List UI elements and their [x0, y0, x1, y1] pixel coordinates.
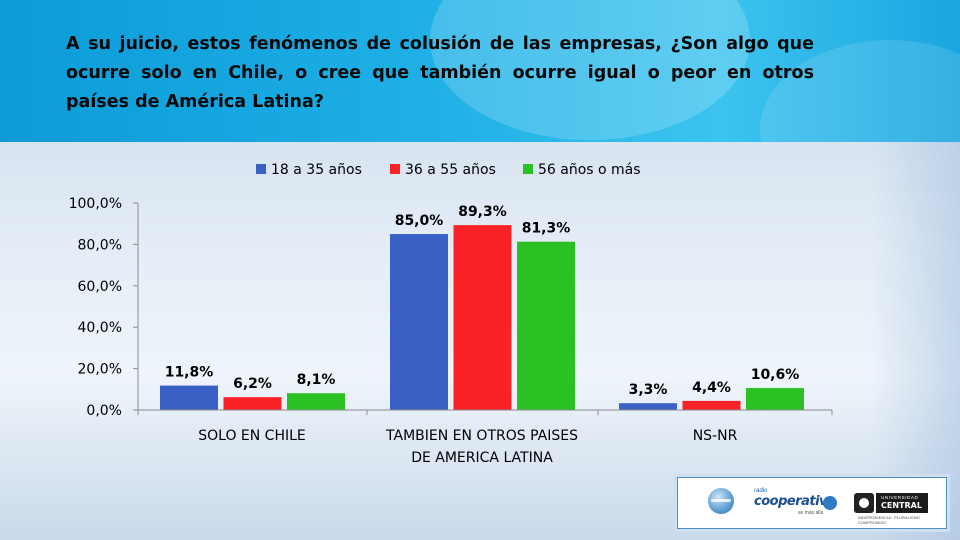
- question-header: A su juicio, estos fenómenos de colusión…: [0, 0, 960, 142]
- x-category-label: TAMBIEN EN OTROS PAISES: [385, 428, 578, 444]
- x-category-label: NS-NR: [693, 428, 738, 444]
- y-tick-label: 80,0%: [78, 237, 122, 253]
- legend-swatch: [390, 164, 400, 174]
- legend-label: 56 años o más: [538, 162, 641, 178]
- background-shade: [870, 142, 960, 540]
- legend-swatch: [256, 164, 266, 174]
- radio-logo-small-text: radio: [754, 488, 768, 494]
- bar: [619, 403, 677, 410]
- data-label: 81,3%: [522, 221, 571, 237]
- bars: 11,8% 6,2% 8,1% 85,0% 89,3% 81,3% 3,3% 4,4% 10,6…: [160, 204, 804, 410]
- bar: [746, 388, 804, 410]
- legend-swatch: [523, 164, 533, 174]
- data-label: 6,2%: [233, 376, 272, 392]
- data-label: 10,6%: [751, 367, 800, 383]
- data-label: 85,0%: [395, 213, 444, 229]
- x-category-label: DE AMERICA LATINA: [411, 450, 553, 466]
- swirl-logo-icon: [823, 496, 837, 510]
- legend-label: 18 a 35 años: [271, 162, 362, 178]
- data-label: 4,4%: [692, 380, 731, 396]
- university-seal-icon: [854, 493, 874, 513]
- radio-logo-subtitle: se más allá: [798, 510, 824, 516]
- university-central-logo: CENTRAL: [881, 501, 922, 510]
- bar: [390, 234, 448, 410]
- y-tick-label: 60,0%: [78, 279, 122, 295]
- question-text: A su juicio, estos fenómenos de colusión…: [66, 34, 814, 112]
- bar: [453, 225, 512, 410]
- y-tick-label: 100,0%: [69, 196, 122, 212]
- data-label: 8,1%: [297, 372, 336, 388]
- x-axis: SOLO EN CHILE TAMBIEN EN OTROS PAISES DE A…: [137, 409, 833, 466]
- radio-cooperativa-logo: cooperativa: [754, 494, 836, 509]
- legend-label: 36 a 55 años: [405, 162, 496, 178]
- data-label: 11,8%: [165, 365, 214, 381]
- bar: [517, 241, 575, 410]
- sponsor-logos: radio cooperativa se más allá UNIVERSIDA…: [677, 477, 947, 529]
- bar-chart: 18 a 35 años 36 a 55 años 56 años o más 0,…: [69, 162, 833, 466]
- y-tick-label: 20,0%: [78, 362, 122, 378]
- y-axis: 0,0% 20,0% 40,0% 60,0% 80,0% 100,0%: [69, 196, 139, 419]
- chart-legend: 18 a 35 años 36 a 55 años 56 años o más: [256, 162, 641, 178]
- x-category-label: SOLO EN CHILE: [198, 428, 306, 444]
- university-logo-subtitle: INDEPENDENCIA · PLURALISMO · COMPROMISO: [858, 515, 923, 525]
- university-logo-top: UNIVERSIDAD: [881, 495, 919, 500]
- data-label: 3,3%: [629, 382, 668, 398]
- bar: [160, 385, 218, 410]
- university-logo-block: [876, 493, 928, 513]
- bar: [287, 393, 345, 410]
- globe-logo-icon: [708, 488, 734, 514]
- y-tick-label: 0,0%: [86, 403, 122, 419]
- data-label: 89,3%: [458, 204, 507, 220]
- bar: [682, 400, 741, 410]
- bar: [223, 397, 282, 410]
- y-tick-label: 40,0%: [78, 320, 122, 336]
